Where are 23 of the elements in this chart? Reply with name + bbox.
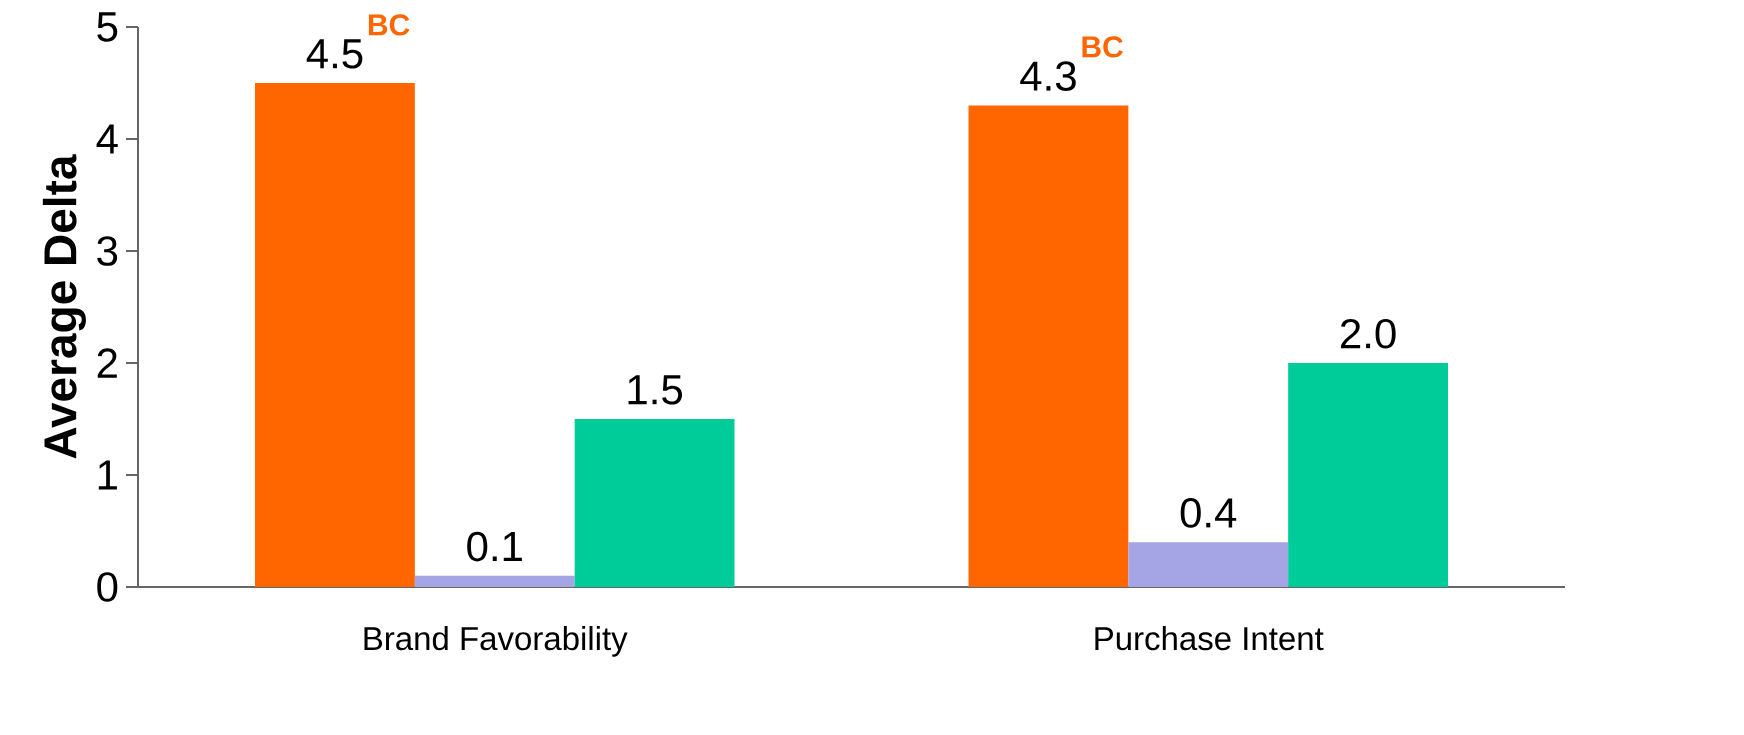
data-label: 1.5 [628, 375, 683, 405]
data-label: 0.4 [1180, 498, 1237, 528]
y-axis-title: Average Delta [42, 154, 86, 459]
bar [1288, 363, 1448, 587]
y-tick-label: 4 [96, 124, 118, 154]
bar [255, 83, 415, 587]
x-tick-label: Brand Favorability [364, 626, 628, 657]
bar [1128, 542, 1289, 587]
bar [968, 105, 1129, 587]
data-label: 4.5 [306, 39, 363, 69]
y-tick-label: 0 [97, 572, 118, 602]
data-label: 2.0 [1341, 318, 1396, 349]
y-tick-label: 1 [98, 460, 117, 490]
y-tick-label: 2 [97, 348, 117, 378]
x-tick-label: Purchase Intent [1095, 626, 1324, 651]
y-tick-label: 5 [97, 12, 118, 42]
annotation: BC [1082, 36, 1123, 58]
bar [574, 419, 735, 587]
y-tick-label: 3 [97, 236, 118, 266]
bar [414, 575, 575, 587]
data-label: 0.1 [467, 531, 522, 562]
annotation: BC [368, 14, 410, 36]
data-label: 4.3 [1020, 61, 1076, 91]
